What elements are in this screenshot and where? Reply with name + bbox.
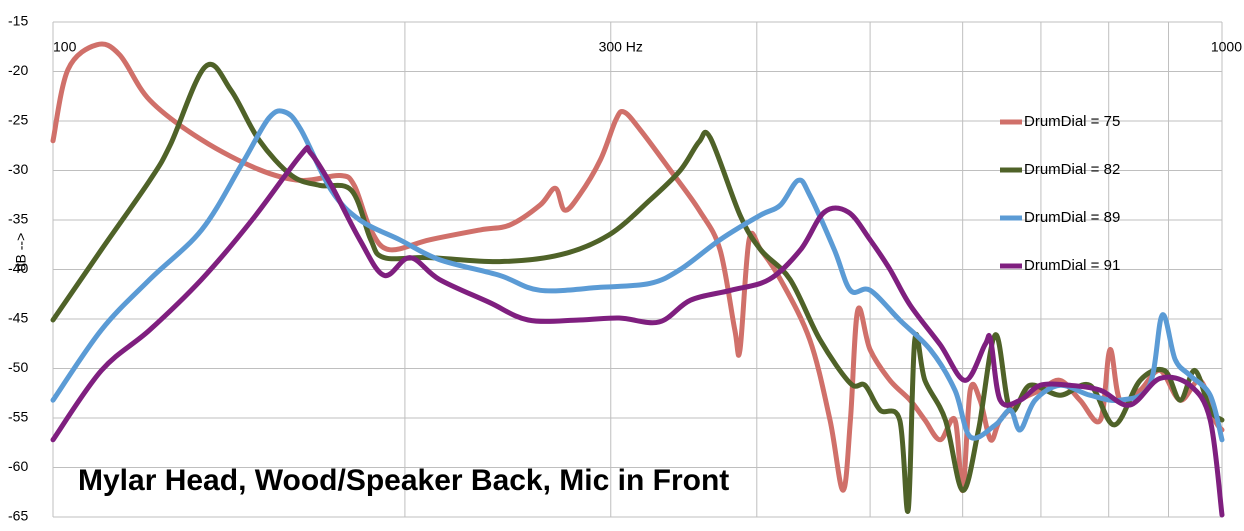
legend-label: DrumDial = 75 — [1024, 113, 1120, 130]
series-line — [50, 145, 1225, 518]
y-tick-label: -40 — [8, 260, 28, 276]
y-tick-label: -65 — [8, 508, 28, 524]
y-tick-label: -35 — [8, 211, 28, 227]
series-line — [50, 41, 1225, 493]
y-tick-label: -50 — [8, 359, 28, 375]
annotation: Mylar Head, Wood/Speaker Back, Mic in Fr… — [78, 464, 729, 497]
legend-label: DrumDial = 89 — [1024, 209, 1120, 226]
y-tick-label: -20 — [8, 62, 28, 78]
y-tick-label: -60 — [8, 458, 28, 474]
series-line — [50, 108, 1225, 443]
x-tick-label: 1000 — [1211, 39, 1242, 55]
y-tick-label: -45 — [8, 310, 28, 326]
x-tick-label: 300 Hz — [599, 39, 643, 55]
y-axis-label: dB --> — [13, 233, 29, 272]
y-tick-label: -30 — [8, 161, 28, 177]
y-tick-label: -25 — [8, 112, 28, 128]
legend-label: DrumDial = 82 — [1024, 161, 1120, 178]
y-tick-label: -15 — [8, 13, 28, 29]
y-tick-label: -55 — [8, 409, 28, 425]
labels: -15 -20 -25 -30 -35 -40 -45 -50 -55 -60 -65 100 300 … — [8, 13, 1242, 524]
lines — [50, 41, 1225, 518]
legend-label: DrumDial = 91 — [1024, 257, 1120, 274]
series-line — [50, 62, 1225, 514]
x-tick-label: 100 — [53, 39, 77, 55]
